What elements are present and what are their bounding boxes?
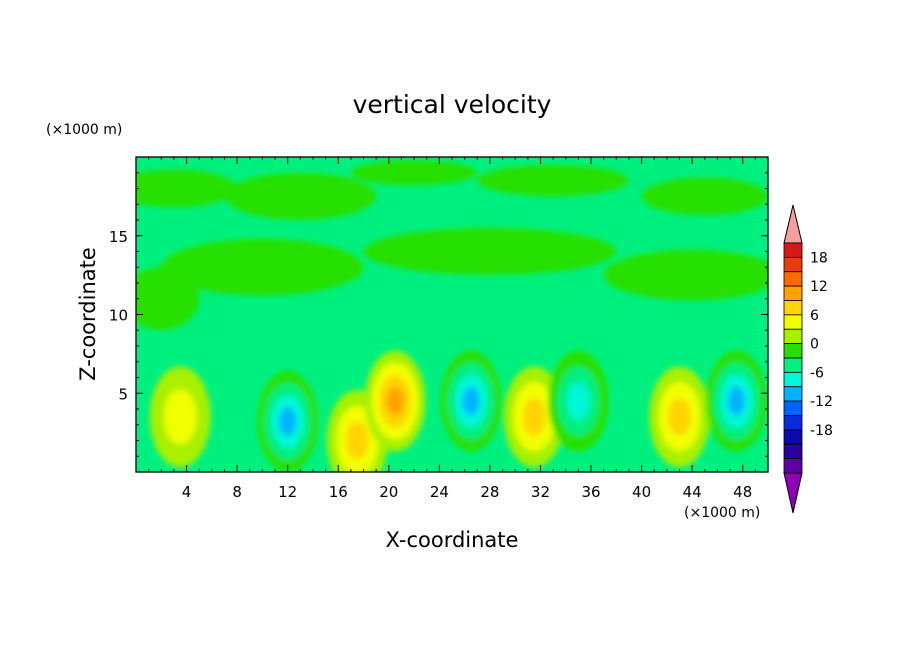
band [161, 238, 364, 296]
x-tick-label: 12 [278, 483, 297, 501]
x-unit-label: (×1000 m) [684, 505, 760, 521]
colorbar-tick-label: 0 [810, 337, 819, 353]
x-tick-label: 20 [379, 483, 398, 501]
feature-8-level [727, 386, 746, 416]
colorbar-segment [783, 285, 803, 301]
colorbar-tick-label: 6 [810, 308, 819, 324]
feature-1-level [279, 407, 297, 436]
feature-6-level [567, 382, 590, 421]
colorbar-tick-label: -18 [810, 423, 833, 439]
y-unit-label: (×1000 m) [46, 122, 122, 138]
x-tick-label: 48 [733, 483, 752, 501]
x-tick-label: 32 [531, 483, 550, 501]
feature-2-level [345, 421, 369, 460]
colorbar-top-arrow [783, 204, 803, 244]
x-tick-label: 44 [683, 483, 702, 501]
feature-3-level [386, 386, 404, 416]
x-tick-label: 28 [480, 483, 499, 501]
x-tick-label: 4 [182, 483, 192, 501]
colorbar-segment [783, 386, 803, 402]
y-tick-label: 15 [109, 228, 128, 246]
band [224, 172, 377, 220]
colorbar-tick-label: 12 [810, 279, 828, 295]
band [603, 249, 768, 301]
colorbar-tick-label: -6 [810, 365, 824, 381]
x-tick-label: 40 [632, 483, 651, 501]
x-tick-label: 36 [581, 483, 600, 501]
y-axis-label: Z-coordinate [76, 247, 100, 381]
chart-title: vertical velocity [353, 90, 552, 119]
band [350, 160, 478, 186]
colorbar-tick-label: -12 [810, 394, 833, 410]
colorbar-segment [783, 271, 803, 287]
band [363, 227, 617, 276]
colorbar-segment [783, 242, 803, 258]
colorbar-segment [783, 415, 803, 431]
y-tick-label: 5 [118, 385, 128, 403]
colorbar-segment [783, 458, 803, 474]
colorbar-segment [783, 357, 803, 373]
x-axis-label: X-coordinate [386, 528, 519, 552]
feature-7-level [668, 397, 691, 436]
band [136, 169, 238, 208]
colorbar-segment [783, 314, 803, 330]
band [136, 267, 200, 331]
colorbar-bottom-arrow [783, 472, 803, 514]
feature-4-level [462, 386, 480, 416]
y-tick-label: 10 [109, 307, 128, 325]
feature-5-level [522, 397, 546, 436]
colorbar-segment [783, 343, 803, 359]
colorbar-tick-label: 18 [810, 250, 828, 266]
colorbar-segment [783, 400, 803, 416]
x-tick-label: 8 [232, 483, 242, 501]
upper-bands [136, 160, 768, 331]
features [149, 350, 767, 472]
colorbar-segment [783, 371, 803, 388]
colorbar-segment [783, 429, 803, 445]
x-tick-label: 24 [430, 483, 449, 501]
colorbar-segment [783, 256, 803, 273]
colorbar-segment [783, 443, 803, 460]
feature-0-level [163, 389, 197, 445]
band [641, 177, 768, 216]
colorbar-segment [783, 328, 803, 345]
x-tick-label: 16 [329, 483, 348, 501]
plot-field [136, 157, 768, 472]
colorbar: 18 12 6 0 -6 -12 -18 [783, 204, 833, 514]
band [477, 164, 629, 197]
colorbar-segment [783, 300, 803, 316]
